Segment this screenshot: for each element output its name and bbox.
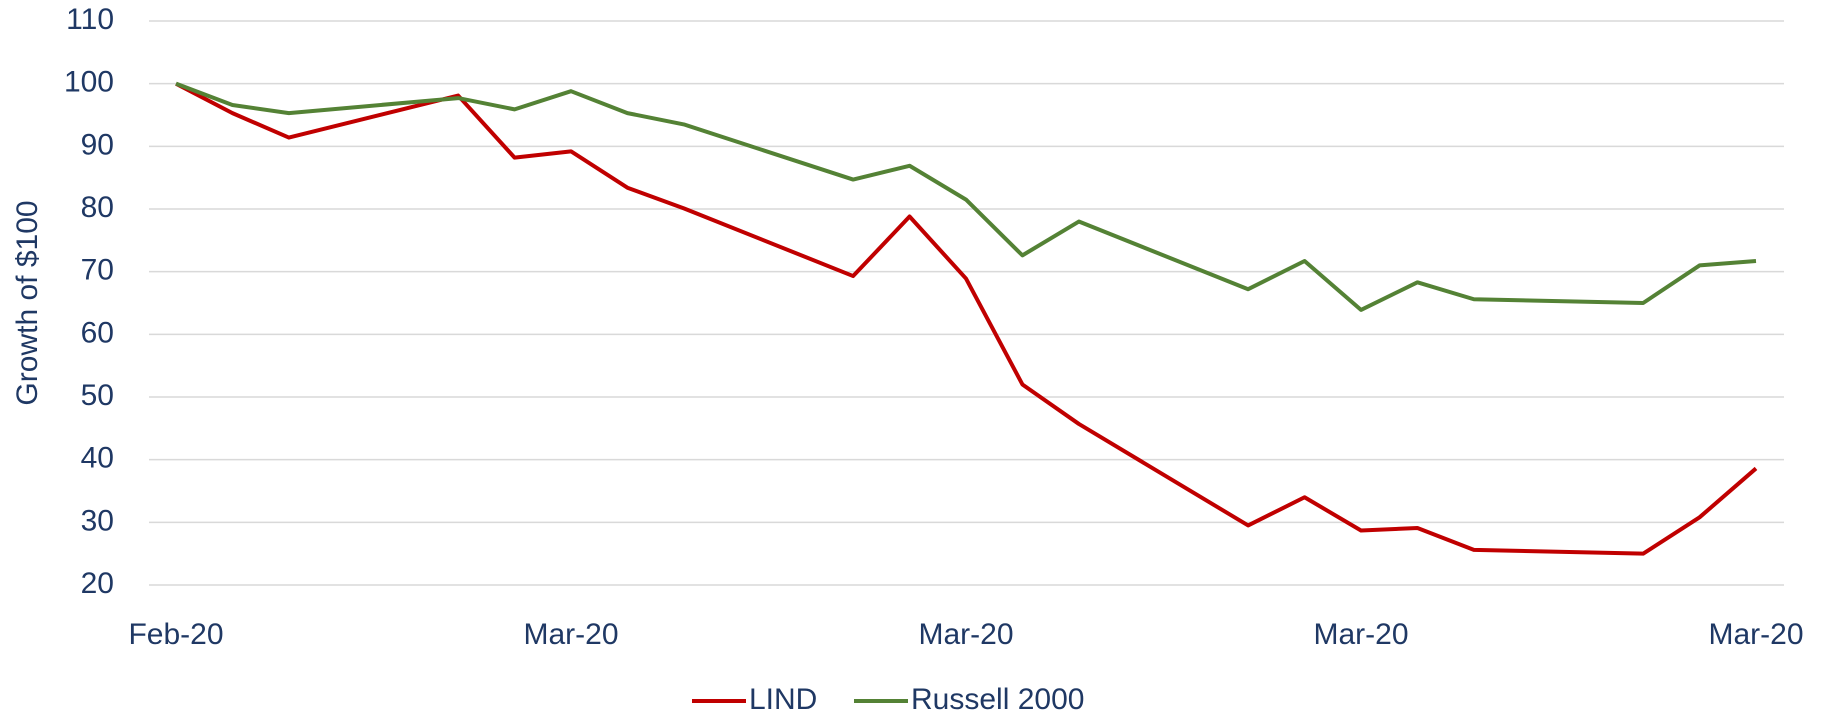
- y-tick-label: 70: [81, 254, 114, 287]
- x-tick-label: Mar-20: [1708, 618, 1803, 651]
- y-axis-title: Growth of $100: [11, 200, 44, 405]
- x-tick-label: Mar-20: [1313, 618, 1408, 651]
- legend-label: Russell 2000: [911, 683, 1084, 716]
- y-tick-label: 40: [81, 442, 114, 475]
- x-tick-label: Feb-20: [128, 618, 223, 651]
- series-line: [175, 81, 1757, 312]
- y-tick-label: 80: [81, 191, 114, 224]
- y-tick-label: 110: [66, 3, 114, 36]
- y-tick-label: 90: [81, 128, 114, 161]
- y-tick-label: 20: [81, 567, 114, 600]
- y-tick-label: 30: [81, 504, 114, 537]
- legend-label: LIND: [749, 683, 817, 716]
- x-tick-label: Mar-20: [918, 618, 1013, 651]
- x-tick-label: Mar-20: [523, 618, 618, 651]
- y-tick-label: 60: [81, 316, 114, 349]
- series-line: [175, 81, 1758, 556]
- y-tick-label: 100: [64, 66, 114, 99]
- y-tick-label: 50: [81, 379, 114, 412]
